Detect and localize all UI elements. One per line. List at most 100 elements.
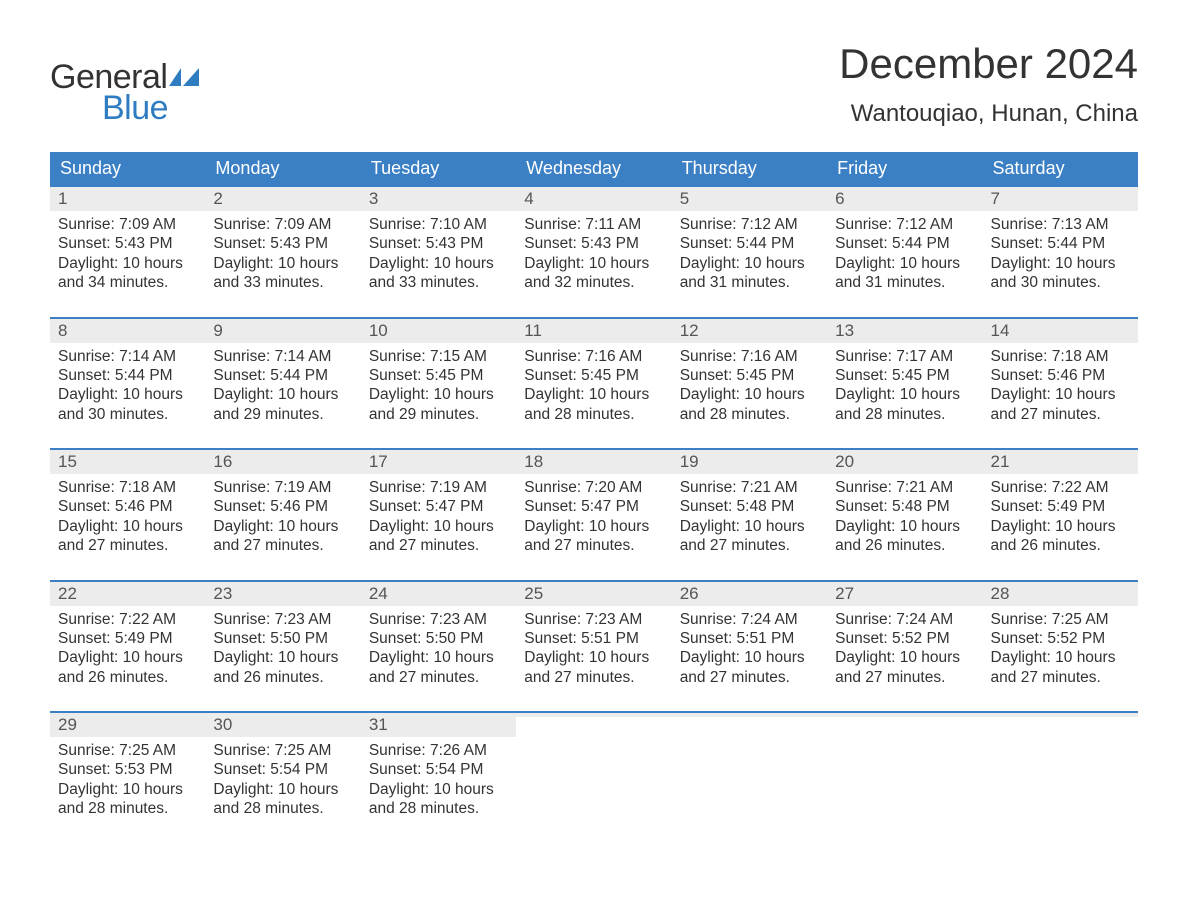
day-sunset: Sunset: 5:51 PM xyxy=(680,629,819,648)
day-content: Sunrise: 7:19 AMSunset: 5:47 PMDaylight:… xyxy=(361,474,516,562)
day-dl1: Daylight: 10 hours xyxy=(835,385,974,404)
day-cell: 26Sunrise: 7:24 AMSunset: 5:51 PMDayligh… xyxy=(672,582,827,694)
day-dl2: and 27 minutes. xyxy=(680,668,819,687)
day-dl2: and 32 minutes. xyxy=(524,273,663,292)
day-content: Sunrise: 7:23 AMSunset: 5:50 PMDaylight:… xyxy=(205,606,360,694)
day-header-friday: Friday xyxy=(827,152,982,185)
day-sunset: Sunset: 5:51 PM xyxy=(524,629,663,648)
day-dl1: Daylight: 10 hours xyxy=(680,254,819,273)
day-cell: 16Sunrise: 7:19 AMSunset: 5:46 PMDayligh… xyxy=(205,450,360,562)
day-number: 18 xyxy=(516,450,671,474)
day-number: 1 xyxy=(50,187,205,211)
day-dl1: Daylight: 10 hours xyxy=(213,780,352,799)
day-content: Sunrise: 7:23 AMSunset: 5:50 PMDaylight:… xyxy=(361,606,516,694)
day-sunset: Sunset: 5:54 PM xyxy=(369,760,508,779)
day-content: Sunrise: 7:16 AMSunset: 5:45 PMDaylight:… xyxy=(672,343,827,431)
day-number: 21 xyxy=(983,450,1138,474)
day-sunset: Sunset: 5:52 PM xyxy=(991,629,1130,648)
day-dl2: and 33 minutes. xyxy=(369,273,508,292)
day-number: 23 xyxy=(205,582,360,606)
day-dl2: and 27 minutes. xyxy=(369,536,508,555)
day-dl2: and 30 minutes. xyxy=(58,405,197,424)
day-sunset: Sunset: 5:47 PM xyxy=(524,497,663,516)
day-content: Sunrise: 7:26 AMSunset: 5:54 PMDaylight:… xyxy=(361,737,516,825)
day-sunset: Sunset: 5:50 PM xyxy=(213,629,352,648)
day-sunrise: Sunrise: 7:23 AM xyxy=(524,610,663,629)
day-sunrise: Sunrise: 7:22 AM xyxy=(58,610,197,629)
day-sunset: Sunset: 5:49 PM xyxy=(58,629,197,648)
day-dl1: Daylight: 10 hours xyxy=(58,385,197,404)
day-sunrise: Sunrise: 7:25 AM xyxy=(991,610,1130,629)
day-cell: 14Sunrise: 7:18 AMSunset: 5:46 PMDayligh… xyxy=(983,319,1138,431)
day-sunset: Sunset: 5:49 PM xyxy=(991,497,1130,516)
day-content: Sunrise: 7:17 AMSunset: 5:45 PMDaylight:… xyxy=(827,343,982,431)
day-sunrise: Sunrise: 7:12 AM xyxy=(680,215,819,234)
day-cell: 15Sunrise: 7:18 AMSunset: 5:46 PMDayligh… xyxy=(50,450,205,562)
day-sunset: Sunset: 5:45 PM xyxy=(680,366,819,385)
day-sunrise: Sunrise: 7:14 AM xyxy=(58,347,197,366)
day-dl2: and 31 minutes. xyxy=(835,273,974,292)
day-dl2: and 28 minutes. xyxy=(58,799,197,818)
day-dl1: Daylight: 10 hours xyxy=(524,517,663,536)
day-dl2: and 29 minutes. xyxy=(369,405,508,424)
day-sunset: Sunset: 5:44 PM xyxy=(58,366,197,385)
day-number: 5 xyxy=(672,187,827,211)
day-dl1: Daylight: 10 hours xyxy=(680,385,819,404)
day-sunset: Sunset: 5:43 PM xyxy=(58,234,197,253)
day-cell xyxy=(672,713,827,825)
day-cell: 23Sunrise: 7:23 AMSunset: 5:50 PMDayligh… xyxy=(205,582,360,694)
day-cell: 28Sunrise: 7:25 AMSunset: 5:52 PMDayligh… xyxy=(983,582,1138,694)
day-sunrise: Sunrise: 7:13 AM xyxy=(991,215,1130,234)
day-sunset: Sunset: 5:44 PM xyxy=(213,366,352,385)
day-dl1: Daylight: 10 hours xyxy=(213,254,352,273)
day-cell: 9Sunrise: 7:14 AMSunset: 5:44 PMDaylight… xyxy=(205,319,360,431)
day-sunset: Sunset: 5:46 PM xyxy=(213,497,352,516)
day-number: 2 xyxy=(205,187,360,211)
day-content: Sunrise: 7:21 AMSunset: 5:48 PMDaylight:… xyxy=(672,474,827,562)
day-sunset: Sunset: 5:45 PM xyxy=(369,366,508,385)
day-dl1: Daylight: 10 hours xyxy=(991,517,1130,536)
day-number: 30 xyxy=(205,713,360,737)
week-row: 29Sunrise: 7:25 AMSunset: 5:53 PMDayligh… xyxy=(50,711,1138,825)
day-sunrise: Sunrise: 7:23 AM xyxy=(369,610,508,629)
day-sunrise: Sunrise: 7:22 AM xyxy=(991,478,1130,497)
day-dl1: Daylight: 10 hours xyxy=(213,648,352,667)
day-sunrise: Sunrise: 7:18 AM xyxy=(58,478,197,497)
day-content: Sunrise: 7:25 AMSunset: 5:52 PMDaylight:… xyxy=(983,606,1138,694)
day-cell: 19Sunrise: 7:21 AMSunset: 5:48 PMDayligh… xyxy=(672,450,827,562)
day-cell: 18Sunrise: 7:20 AMSunset: 5:47 PMDayligh… xyxy=(516,450,671,562)
day-dl1: Daylight: 10 hours xyxy=(369,648,508,667)
day-dl2: and 26 minutes. xyxy=(835,536,974,555)
day-content: Sunrise: 7:22 AMSunset: 5:49 PMDaylight:… xyxy=(983,474,1138,562)
day-sunset: Sunset: 5:50 PM xyxy=(369,629,508,648)
calendar-table: Sunday Monday Tuesday Wednesday Thursday… xyxy=(50,152,1138,825)
day-sunrise: Sunrise: 7:18 AM xyxy=(991,347,1130,366)
title-block: December 2024 Wantouqiao, Hunan, China xyxy=(839,40,1138,128)
day-content: Sunrise: 7:15 AMSunset: 5:45 PMDaylight:… xyxy=(361,343,516,431)
day-dl2: and 27 minutes. xyxy=(524,536,663,555)
day-dl2: and 30 minutes. xyxy=(991,273,1130,292)
day-dl2: and 27 minutes. xyxy=(524,668,663,687)
day-cell: 5Sunrise: 7:12 AMSunset: 5:44 PMDaylight… xyxy=(672,187,827,299)
day-cell: 27Sunrise: 7:24 AMSunset: 5:52 PMDayligh… xyxy=(827,582,982,694)
day-header-row: Sunday Monday Tuesday Wednesday Thursday… xyxy=(50,152,1138,185)
day-dl1: Daylight: 10 hours xyxy=(991,254,1130,273)
day-cell: 7Sunrise: 7:13 AMSunset: 5:44 PMDaylight… xyxy=(983,187,1138,299)
day-sunset: Sunset: 5:45 PM xyxy=(835,366,974,385)
month-title: December 2024 xyxy=(839,40,1138,88)
day-cell: 29Sunrise: 7:25 AMSunset: 5:53 PMDayligh… xyxy=(50,713,205,825)
day-sunset: Sunset: 5:47 PM xyxy=(369,497,508,516)
day-dl1: Daylight: 10 hours xyxy=(680,517,819,536)
day-content: Sunrise: 7:22 AMSunset: 5:49 PMDaylight:… xyxy=(50,606,205,694)
day-content: Sunrise: 7:24 AMSunset: 5:51 PMDaylight:… xyxy=(672,606,827,694)
day-sunrise: Sunrise: 7:25 AM xyxy=(213,741,352,760)
day-cell xyxy=(516,713,671,825)
day-dl1: Daylight: 10 hours xyxy=(524,254,663,273)
day-dl2: and 27 minutes. xyxy=(213,536,352,555)
day-cell: 3Sunrise: 7:10 AMSunset: 5:43 PMDaylight… xyxy=(361,187,516,299)
week-row: 22Sunrise: 7:22 AMSunset: 5:49 PMDayligh… xyxy=(50,580,1138,694)
day-number: 7 xyxy=(983,187,1138,211)
day-dl1: Daylight: 10 hours xyxy=(991,648,1130,667)
day-number: 8 xyxy=(50,319,205,343)
logo-word-blue: Blue xyxy=(102,89,199,128)
